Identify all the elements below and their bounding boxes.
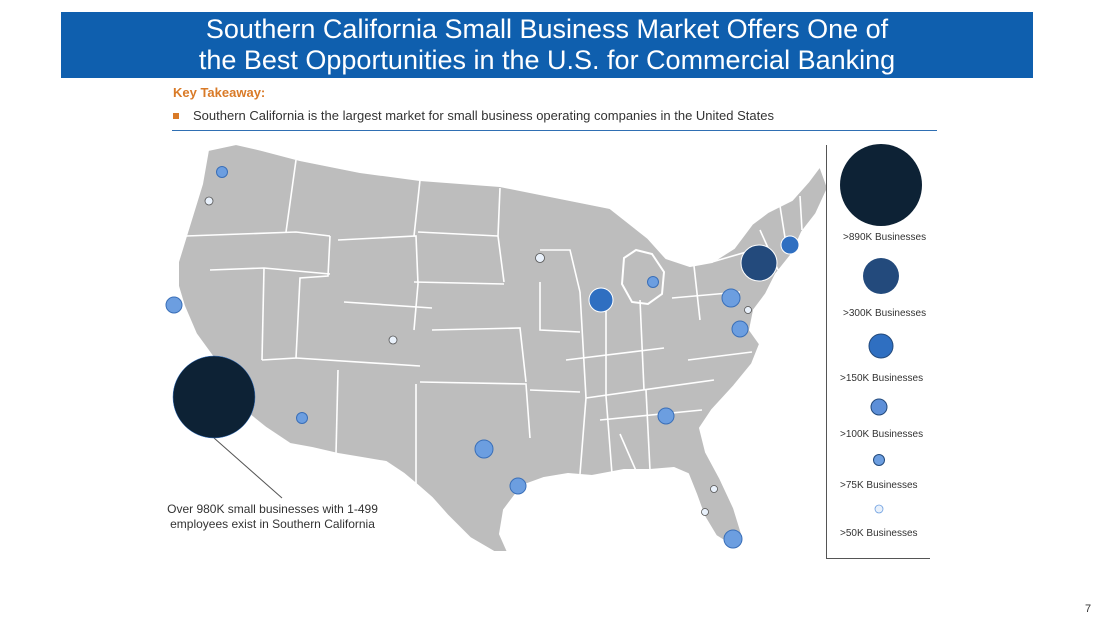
legend-label-50k: >50K Businesses xyxy=(840,528,918,539)
us-mainland xyxy=(177,143,829,553)
map-circle-dallas xyxy=(474,439,494,459)
map-circle-boston xyxy=(780,235,800,255)
legend-label-75k: >75K Businesses xyxy=(840,480,918,491)
key-takeaway-bullet: Southern California is the largest marke… xyxy=(173,108,774,123)
legend-circle-300k xyxy=(863,258,899,294)
legend-label-890k: >890K Businesses xyxy=(843,232,927,243)
page-title-line-1: Southern California Small Business Marke… xyxy=(205,14,889,44)
map-circle-san-francisco xyxy=(165,296,183,314)
southern-california-callout: Over 980K small businesses with 1-499 em… xyxy=(160,502,385,532)
map-circle-new-york xyxy=(740,244,778,282)
map-circle-miami xyxy=(723,529,743,549)
callout-leader-line xyxy=(213,437,283,499)
callout-line-2: employees exist in Southern California xyxy=(170,517,375,531)
callout-line-1: Over 980K small businesses with 1-499 xyxy=(167,502,378,516)
map-circle-orlando xyxy=(710,485,718,493)
legend-circle-50k xyxy=(874,504,884,514)
map-circle-phoenix xyxy=(296,412,308,424)
bullet-square-icon xyxy=(173,112,179,119)
map-circle-houston xyxy=(509,477,527,495)
map-circle-portland xyxy=(204,196,214,206)
legend-label-300k: >300K Businesses xyxy=(843,308,927,319)
title-bar: Southern California Small Business Marke… xyxy=(61,12,1033,78)
map-circle-seattle xyxy=(216,166,228,178)
legend-circle-75k xyxy=(873,454,885,466)
page-number: 7 xyxy=(1085,603,1092,615)
legend-label-100k: >100K Businesses xyxy=(840,429,924,440)
legend-circle-890k xyxy=(840,144,922,226)
map-circle-southern-california xyxy=(172,355,256,439)
map-circles xyxy=(165,166,800,549)
map-circle-atlanta xyxy=(657,407,675,425)
legend-label-150k: >150K Businesses xyxy=(840,373,924,384)
map-circle-tampa xyxy=(701,508,709,516)
page-title-line-2: the Best Opportunities in the U.S. for C… xyxy=(198,45,896,75)
map-circle-minneapolis xyxy=(535,253,545,263)
key-takeaway-label: Key Takeaway: xyxy=(173,85,266,100)
map-circle-chicago xyxy=(588,287,614,313)
legend-circle-150k xyxy=(868,333,894,359)
map-circle-philadelphia xyxy=(721,288,741,308)
michigan xyxy=(620,248,666,306)
map-circle-baltimore xyxy=(744,306,752,314)
map-circle-detroit xyxy=(647,276,659,288)
legend-border-horizontal xyxy=(826,558,930,559)
legend-border-vertical xyxy=(826,145,827,558)
divider xyxy=(172,130,937,131)
map-circle-denver xyxy=(388,335,398,345)
legend-circles xyxy=(840,144,922,514)
map-circle-washington-dc xyxy=(731,320,749,338)
key-takeaway-text: Southern California is the largest marke… xyxy=(193,108,774,123)
legend-circle-100k xyxy=(870,398,888,416)
